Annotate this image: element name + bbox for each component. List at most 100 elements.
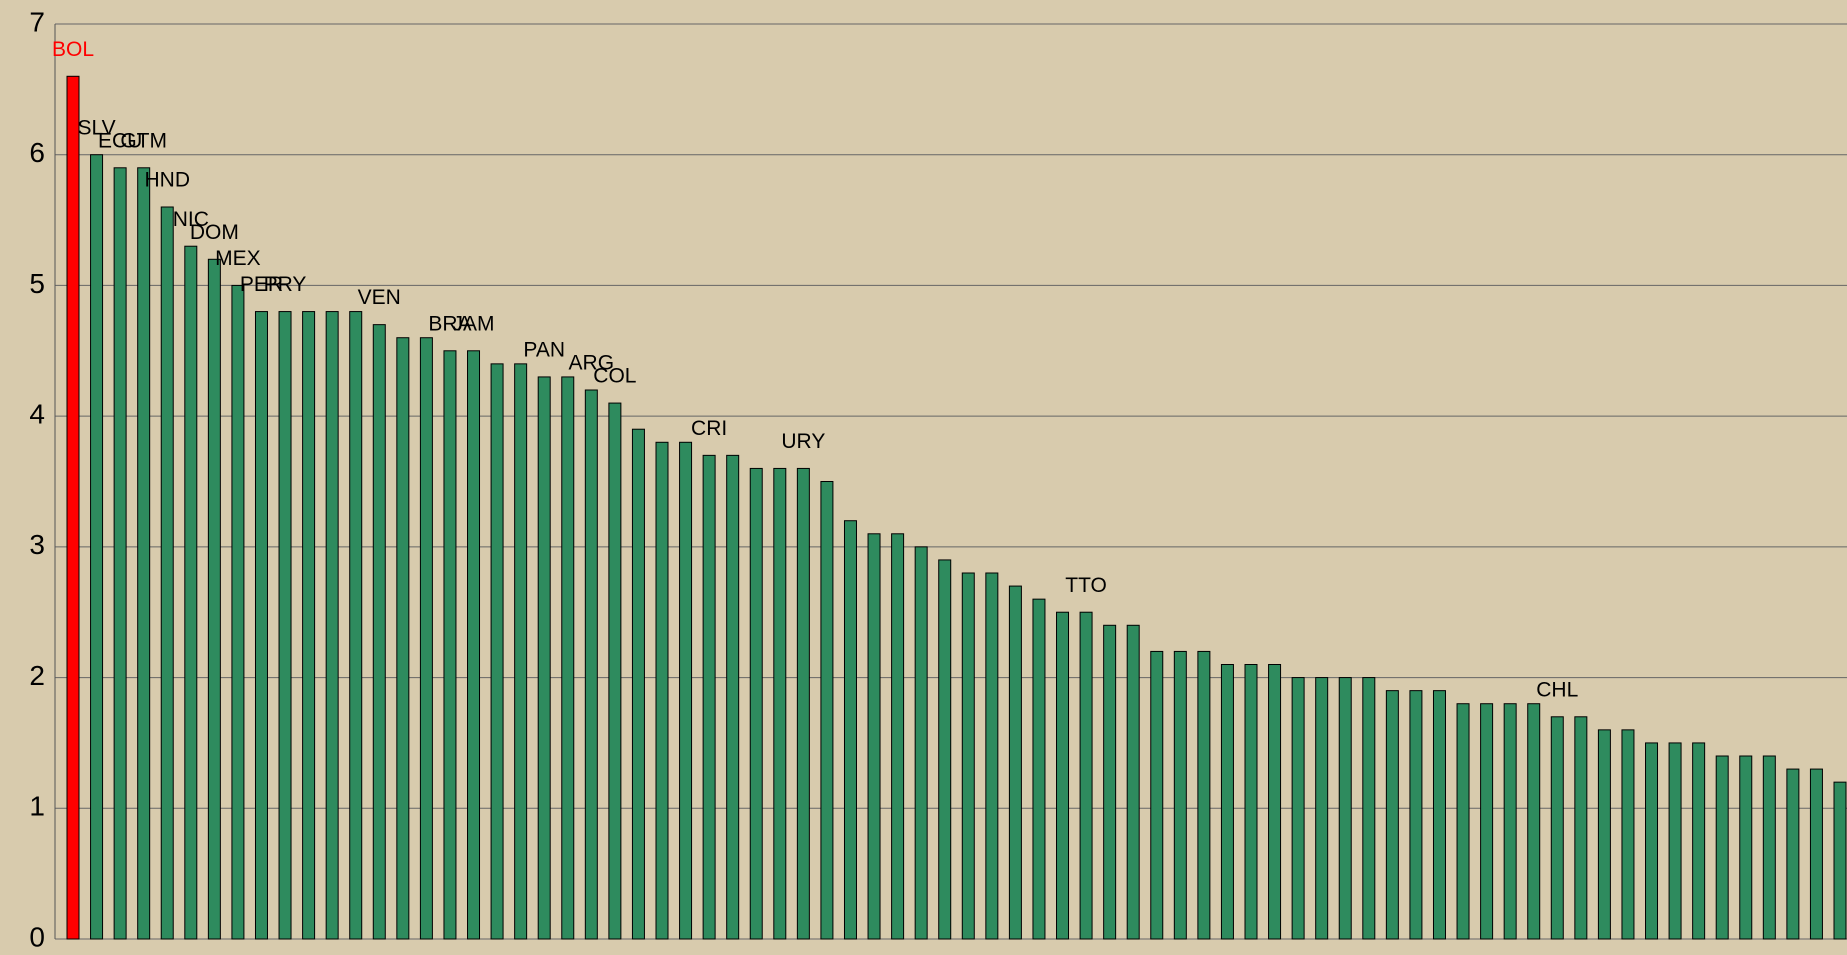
- bar: [1480, 703, 1494, 940]
- bar: [1220, 664, 1234, 940]
- bar-label: BRA: [428, 312, 471, 335]
- y-tick-label: 0: [29, 921, 45, 952]
- bar: [1032, 598, 1046, 940]
- bar: [90, 154, 104, 940]
- bar: [254, 311, 268, 940]
- bar-label: BOL: [52, 38, 94, 61]
- bar: [726, 454, 740, 940]
- bar-label: HND: [144, 169, 190, 192]
- bar: [796, 467, 810, 940]
- bar: [396, 337, 410, 940]
- bar: [1574, 716, 1588, 940]
- bar-label: JAM: [453, 312, 495, 335]
- bar-label: COL: [593, 365, 636, 388]
- bar-label: PER: [240, 273, 283, 296]
- bar: [584, 389, 598, 940]
- bar: [1762, 755, 1776, 940]
- bar: [302, 311, 316, 940]
- bar-label: TTO: [1065, 574, 1107, 597]
- bar: [679, 441, 693, 940]
- bar: [66, 75, 80, 940]
- bar: [1456, 703, 1470, 940]
- bar: [631, 428, 645, 940]
- bar: [1362, 677, 1376, 940]
- bar: [419, 337, 433, 940]
- bar: [1527, 703, 1541, 940]
- bar: [608, 402, 622, 940]
- bar: [1409, 690, 1423, 940]
- bar: [278, 311, 292, 940]
- bar: [1432, 690, 1446, 940]
- bar-label: GTM: [120, 129, 167, 152]
- bar: [1244, 664, 1258, 940]
- bar: [749, 467, 763, 940]
- bar-label: ARG: [569, 352, 615, 375]
- bar: [325, 311, 339, 940]
- bar: [1079, 611, 1093, 940]
- bar: [514, 363, 528, 940]
- bar: [938, 559, 952, 940]
- bar: [1385, 690, 1399, 940]
- bar: [961, 572, 975, 940]
- bar: [1008, 585, 1022, 940]
- bar: [1692, 742, 1706, 940]
- bar: [1268, 664, 1282, 940]
- bar: [1833, 781, 1847, 940]
- bar: [1197, 650, 1211, 940]
- y-tick-label: 7: [29, 6, 45, 37]
- bar: [1645, 742, 1659, 940]
- bar-label: NIC: [173, 208, 209, 231]
- bar: [231, 284, 245, 940]
- bar: [184, 245, 198, 940]
- bar: [137, 167, 151, 940]
- bar: [914, 546, 928, 940]
- y-tick-label: 1: [29, 791, 45, 822]
- bar-label: VEN: [358, 286, 401, 309]
- bar: [537, 376, 551, 940]
- bar: [891, 533, 905, 940]
- bar-label: URY: [781, 430, 825, 453]
- bar-label: PAN: [523, 338, 565, 361]
- bar: [443, 350, 457, 940]
- bar: [160, 206, 174, 940]
- bar: [1786, 768, 1800, 940]
- bar: [1103, 624, 1117, 940]
- bar-label: CRI: [691, 417, 727, 440]
- bar: [1668, 742, 1682, 940]
- bar: [349, 311, 363, 940]
- bar: [1291, 677, 1305, 940]
- bar: [867, 533, 881, 940]
- bar: [1597, 729, 1611, 940]
- bar-label: PRY: [264, 273, 307, 296]
- bar-label: ECU: [98, 129, 142, 152]
- bar: [207, 258, 221, 940]
- bar: [1739, 755, 1753, 940]
- bar-label: SLV: [77, 116, 115, 139]
- bar: [1550, 716, 1564, 940]
- y-tick-label: 2: [29, 660, 45, 691]
- bar: [1056, 611, 1070, 940]
- bar: [372, 324, 386, 940]
- y-tick-label: 4: [29, 399, 45, 430]
- y-tick-label: 5: [29, 268, 45, 299]
- bar: [1173, 650, 1187, 940]
- bar: [490, 363, 504, 940]
- bar: [843, 520, 857, 940]
- bar: [1621, 729, 1635, 940]
- bar: [113, 167, 127, 940]
- bar: [1503, 703, 1517, 940]
- bar: [467, 350, 481, 940]
- y-tick-label: 6: [29, 137, 45, 168]
- bar: [985, 572, 999, 940]
- bar: [1315, 677, 1329, 940]
- bar: [1126, 624, 1140, 940]
- bar: [561, 376, 575, 940]
- y-tick-label: 3: [29, 529, 45, 560]
- bar: [820, 481, 834, 940]
- bar: [1338, 677, 1352, 940]
- bar-label: MEX: [215, 247, 261, 270]
- bar: [655, 441, 669, 940]
- bar-label: CHL: [1536, 678, 1578, 701]
- bar: [773, 467, 787, 940]
